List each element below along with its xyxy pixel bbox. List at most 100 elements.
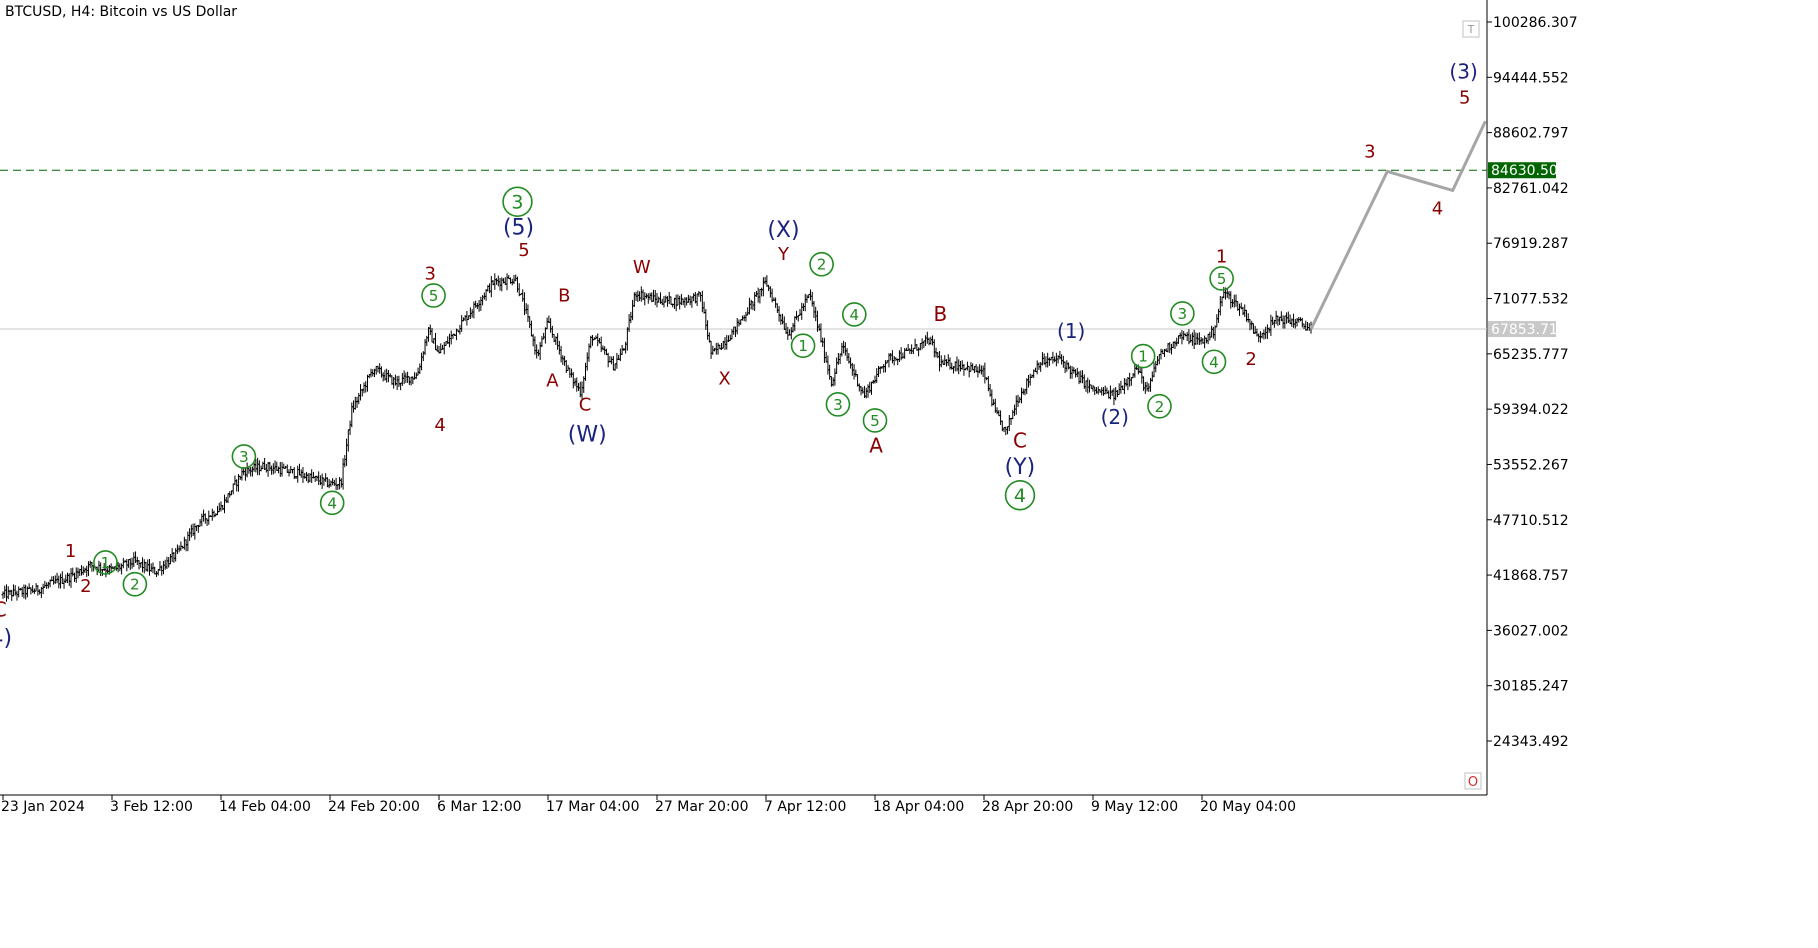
wave-label-text: 5 xyxy=(870,412,880,430)
x-tick-label: 17 Mar 04:00 xyxy=(546,799,639,815)
wave-label-text: 3 xyxy=(1364,142,1375,163)
wave-label-text: (Y) xyxy=(1005,455,1036,480)
y-tick-label: 94444.552 xyxy=(1493,70,1569,86)
wave-label-text: 1 xyxy=(65,541,76,562)
wave-label-circled: 5 xyxy=(1209,266,1234,291)
wave-label: A xyxy=(869,433,883,457)
wave-label-text: C xyxy=(1013,429,1027,453)
wave-label-text: 4 xyxy=(327,494,337,512)
wave-label-circled: 3 xyxy=(825,392,851,417)
wave-label-text: C xyxy=(0,597,7,621)
wave-label: 3 xyxy=(1364,142,1375,163)
y-tick-label: 41868.757 xyxy=(1493,568,1569,584)
x-tick-label: 18 Apr 04:00 xyxy=(873,799,964,815)
wave-label-text: 2 xyxy=(1155,398,1165,416)
x-tick-label: 27 Mar 20:00 xyxy=(655,799,748,815)
wave-label: 3 xyxy=(425,264,436,285)
wave-label-text: 2 xyxy=(817,256,827,274)
wave-label: Y xyxy=(777,244,790,265)
price-bars xyxy=(1,273,1313,602)
wave-label-text: 3 xyxy=(511,191,523,213)
y-tick-label: 76919.287 xyxy=(1493,236,1569,252)
wave-label: 1 xyxy=(65,541,76,562)
y-tick-label: 65235.777 xyxy=(1493,347,1569,363)
wave-label-circled: 2 xyxy=(1147,393,1172,419)
wave-label-text: Y xyxy=(777,244,790,265)
wave-label-text: 5 xyxy=(518,240,529,261)
y-tick-label: 47710.512 xyxy=(1493,513,1569,529)
x-tick-label: 24 Feb 20:00 xyxy=(328,799,420,815)
wave-label-circled: 2 xyxy=(122,571,148,597)
current-price-label: 67853.710 xyxy=(1491,322,1567,338)
wave-label-circled: 3 xyxy=(231,444,257,469)
wave-label-text: 3 xyxy=(239,448,249,466)
wave-label: A xyxy=(546,371,559,392)
wave-label-text: 3 xyxy=(425,264,436,285)
wave-label-text: 4 xyxy=(1432,198,1443,219)
wave-label-circled: 4 xyxy=(841,302,867,327)
wave-label-text: 1 xyxy=(798,337,808,355)
wave-label-circled: 5 xyxy=(421,283,446,308)
wave-label-text: A xyxy=(546,371,559,392)
wave-label-text: (2) xyxy=(1101,405,1129,429)
time-axis-ticks: 23 Jan 2024 3 Feb 12:00 14 Feb 04:00 24 Feb… xyxy=(1,795,1296,815)
wave-label: (X) xyxy=(767,218,799,243)
wave-label-text: (5) xyxy=(503,215,534,240)
y-tick-label: 53552.267 xyxy=(1493,457,1569,473)
y-tick-label: 71077.532 xyxy=(1493,292,1569,308)
wave-label-text: A xyxy=(869,433,883,457)
wave-label-circled: 2 xyxy=(809,251,834,277)
x-tick-label: 28 Apr 20:00 xyxy=(982,799,1073,815)
wave-label-circled: 1 xyxy=(790,333,816,358)
wave-label: (W) xyxy=(568,423,607,448)
x-tick-label: 14 Feb 04:00 xyxy=(219,799,311,815)
x-tick-label: 7 Apr 12:00 xyxy=(764,799,846,815)
wave-label-text: B xyxy=(934,302,948,326)
wave-label-text: (3) xyxy=(1449,59,1477,83)
wave-label-text: X xyxy=(718,369,730,390)
wave-label: 5 xyxy=(1459,88,1470,109)
wave-label-text: 3 xyxy=(833,396,843,414)
wave-label-circled: 4 xyxy=(1004,480,1036,511)
wave-label-circled: 3 xyxy=(502,186,533,217)
wave-label: 4 xyxy=(434,415,445,436)
y-tick-label: 100286.307 xyxy=(1493,15,1578,31)
toggle-top-button[interactable]: T xyxy=(1462,20,1480,38)
wave-label-text: (1) xyxy=(1057,319,1085,343)
wave-label-text: 4) xyxy=(0,626,12,651)
toggle-bottom-button[interactable]: O xyxy=(1464,772,1482,790)
wave-label: W xyxy=(633,257,651,278)
wave-label: 5 xyxy=(518,240,529,261)
wave-label: 1 xyxy=(1216,247,1227,268)
wave-label: (2) xyxy=(1101,405,1129,429)
price-axis-ticks: 100286.307 94444.552 88602.797 82761.042 769… xyxy=(1487,15,1578,750)
x-tick-label: 3 Feb 12:00 xyxy=(110,799,193,815)
wave-label-text: 5 xyxy=(429,287,439,305)
wave-label-text: 1 xyxy=(101,554,111,572)
wave-label: 4 xyxy=(1432,198,1443,219)
projection-path xyxy=(1309,120,1487,330)
target-price-box xyxy=(1488,162,1556,179)
wave-label: 4) xyxy=(0,626,12,651)
toggle-top-label: T xyxy=(1467,23,1475,36)
wave-label-text: (X) xyxy=(767,218,799,243)
toggle-bottom-label: O xyxy=(1468,775,1478,790)
wave-label: (5) xyxy=(503,215,534,240)
wave-label: X xyxy=(718,369,730,390)
wave-label-text: W xyxy=(633,257,651,278)
wave-label-circled: 1 xyxy=(93,550,118,575)
wave-label: C xyxy=(579,394,592,415)
wave-label-circled: 4 xyxy=(1201,349,1227,375)
y-tick-label: 30185.247 xyxy=(1493,679,1569,695)
wave-label-text: B xyxy=(558,285,570,306)
wave-label-text: 5 xyxy=(1459,88,1470,109)
wave-label-circled: 5 xyxy=(862,408,888,433)
wave-label-circled: 4 xyxy=(319,490,345,516)
wave-projection xyxy=(1309,120,1487,330)
x-tick-label: 9 May 12:00 xyxy=(1091,799,1178,815)
target-price-label: 84630.501 xyxy=(1491,163,1567,179)
wave-label-text: 4 xyxy=(1209,353,1219,371)
wave-label-text: 4 xyxy=(434,415,445,436)
chart-title: BTCUSD, H4: Bitcoin vs US Dollar xyxy=(5,4,237,20)
